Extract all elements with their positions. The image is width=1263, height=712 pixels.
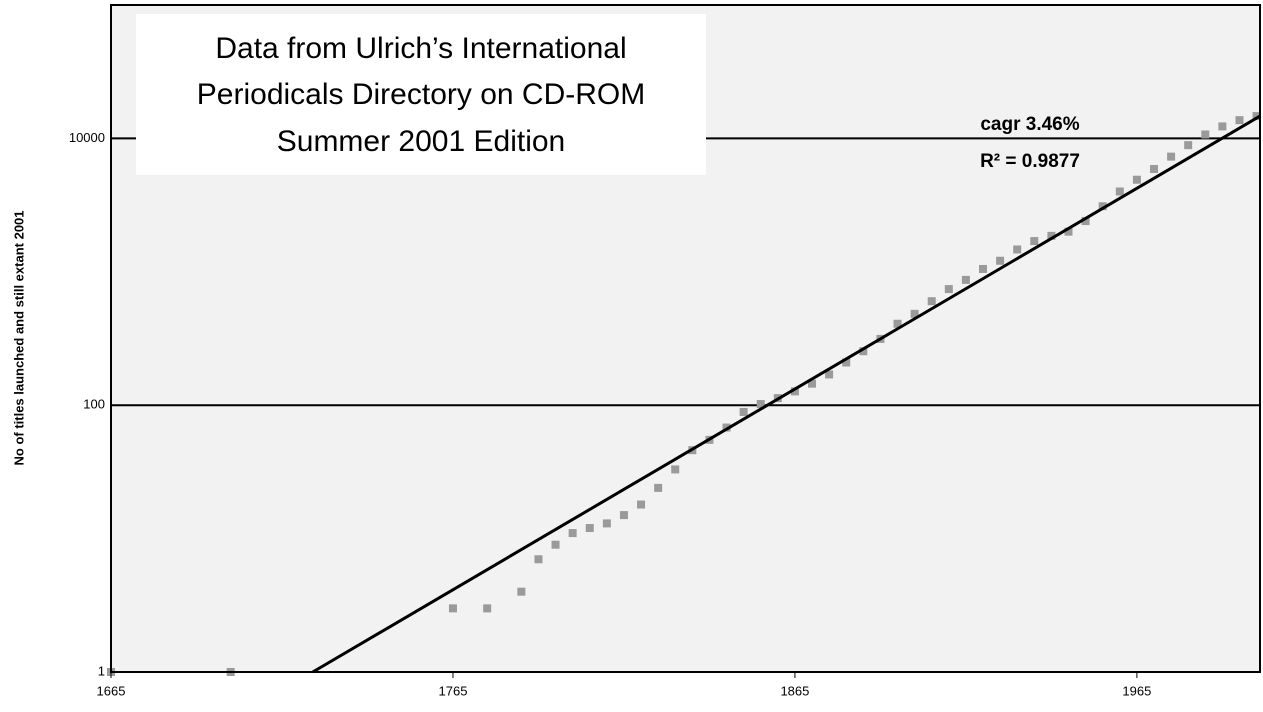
point — [1167, 152, 1176, 161]
marks — [107, 112, 1261, 676]
y-tick-label: 10000 — [69, 130, 105, 145]
y-axis-label: No of titles launched and still extant 2… — [11, 210, 26, 465]
title-box — [136, 14, 706, 175]
point — [739, 407, 748, 416]
point — [1030, 237, 1039, 246]
point — [944, 285, 953, 294]
x-tick-label: 1665 — [97, 683, 126, 698]
point — [1184, 141, 1193, 150]
point — [1115, 187, 1124, 196]
point — [1149, 164, 1158, 173]
point — [1218, 122, 1227, 131]
point — [1132, 175, 1141, 184]
point — [790, 387, 799, 396]
point — [671, 465, 680, 474]
point — [893, 319, 902, 328]
point — [825, 370, 834, 379]
title-line: Summer 2001 Edition — [277, 125, 566, 158]
point — [448, 604, 457, 613]
point — [534, 555, 543, 564]
point — [1013, 245, 1022, 254]
point — [602, 519, 611, 528]
y-tick-label: 1 — [98, 663, 105, 678]
point — [842, 358, 851, 367]
point — [1252, 112, 1261, 121]
point — [910, 309, 919, 318]
point — [859, 347, 868, 356]
x-tick-label: 1765 — [439, 683, 468, 698]
point — [961, 275, 970, 284]
point — [585, 524, 594, 533]
annotation: R² = 0.9877 — [980, 151, 1080, 172]
point — [637, 500, 646, 509]
point — [1235, 116, 1244, 125]
annotation: cagr 3.46% — [980, 114, 1079, 135]
point — [927, 297, 936, 306]
plot-frame — [110, 4, 1261, 673]
point — [756, 400, 765, 409]
point — [1081, 217, 1090, 226]
point — [619, 511, 628, 520]
trend-line — [311, 114, 1261, 674]
x-tick-label: 1865 — [780, 683, 809, 698]
point — [1098, 202, 1107, 211]
x-tick-label: 1965 — [1122, 683, 1151, 698]
point — [551, 540, 560, 549]
point — [979, 264, 988, 273]
point — [808, 379, 817, 388]
title-line: Periodicals Directory on CD-ROM — [197, 78, 645, 111]
y-tick-label: 100 — [83, 397, 105, 412]
point — [483, 604, 492, 613]
point — [654, 483, 663, 492]
point — [1064, 227, 1073, 236]
title-line: Data from Ulrich’s International — [215, 32, 626, 65]
point — [568, 529, 577, 538]
point — [517, 587, 526, 596]
point — [1201, 130, 1210, 139]
point — [996, 256, 1005, 265]
point — [1047, 231, 1056, 240]
